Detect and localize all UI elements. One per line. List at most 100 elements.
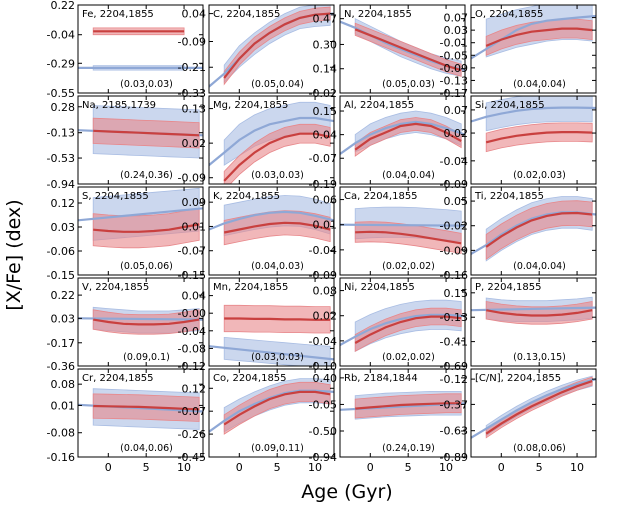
y-tick-label: 0.01 — [313, 219, 338, 232]
panel-4: 0.28 -0.13 -0.53 -0.94 Na, 2185,1739 (0.24,0.… — [47, 95, 204, 191]
blue-line — [471, 306, 596, 312]
panel-title: Mg, 2204,1855 — [213, 100, 288, 111]
y-tick-label: -0.63 — [440, 425, 468, 438]
panel-18: 0 5 10 0.40 -0.05 -0.50 -0.94 Rb, 2184,1844 (0.2… — [309, 368, 466, 474]
y-tick-label: 0.01 — [51, 399, 76, 412]
y-tick-label: -0.09 — [309, 269, 337, 282]
panel-scatter-label: (0.04,0.04) — [513, 261, 566, 272]
panel-title: Fe, 2204,1855 — [82, 9, 154, 20]
panel-scatter-label: (0.05,0.06) — [120, 261, 173, 272]
y-tick-label: -0.16 — [47, 451, 75, 464]
panel-frame — [208, 95, 335, 185]
y-tick-label: -0.10 — [309, 360, 337, 373]
panel-plot-area — [78, 187, 203, 249]
y-tick-label: -0.00 — [178, 307, 206, 320]
panel-6: 0.15 0.04 -0.07 -0.19 Al, 2204,1855 (0.04,0.0… — [309, 95, 466, 191]
y-tick-label: -0.50 — [309, 425, 337, 438]
panel-scatter-label: (0.04,0.03) — [251, 261, 304, 272]
y-tick-label: 0.03 — [51, 221, 76, 234]
panel-7: 0.07 0.02 -0.04 -0.09 Si, 2204,1855 (0.02,0.0… — [440, 95, 597, 191]
panel-16: 0 5 10 0.08 0.01 -0.08 -0.16 Cr, 2204,1855 (0.04… — [47, 368, 204, 474]
panel-scatter-label: (0.04,0.04) — [382, 170, 435, 181]
panel-title: Cr, 2204,1855 — [82, 373, 154, 384]
panel-frame — [77, 186, 204, 276]
y-tick-label: -0.15 — [47, 269, 75, 282]
panel-title: Ti, 2204,1855 — [474, 191, 544, 202]
x-tick-label: 10 — [439, 461, 453, 474]
red-line — [485, 131, 593, 144]
red-band — [354, 221, 462, 254]
y-tick-label: -0.13 — [440, 74, 468, 87]
panel-frame — [339, 4, 466, 94]
panel-frame — [470, 186, 597, 276]
y-tick-label: 0.08 — [51, 378, 76, 391]
y-tick-label: 0.47 — [313, 13, 338, 26]
y-tick-label: 0.15 — [313, 105, 338, 118]
panel-19: 0 5 10 -0.12 -0.37 -0.63 -0.89 [C/N], 2204,1855… — [440, 368, 597, 474]
panel-scatter-label: (0.09,0.1) — [123, 352, 170, 363]
y-tick-label: -0.17 — [47, 337, 75, 350]
red-line — [93, 223, 200, 233]
panel-scatter-label: (0.08,0.06) — [513, 443, 566, 454]
panel-scatter-label: (0.05,0.04) — [251, 79, 304, 90]
panel-3: 0.070.03-0.01-0.05-0.09-0.13-0.17 O, 2204… — [440, 4, 597, 100]
panel-scatter-label: (0.05,0.03) — [382, 79, 435, 90]
x-tick-label: 0 — [105, 461, 112, 474]
y-tick-label: -0.53 — [47, 152, 75, 165]
y-tick-label: 0.02 — [182, 137, 207, 150]
red-line — [355, 230, 462, 245]
blue-line — [471, 378, 596, 439]
panel-frame — [470, 368, 597, 458]
y-tick-label: -0.29 — [47, 57, 75, 70]
y-tick-label: 0.03 — [444, 24, 469, 37]
y-tick-label: -0.45 — [178, 451, 206, 464]
red-band — [223, 381, 331, 435]
panel-scatter-label: (0.09,0.11) — [251, 443, 304, 454]
x-tick-label: 0 — [236, 461, 243, 474]
panel-scatter-label: (0.03,0.03) — [251, 352, 304, 363]
y-tick-label: -0.09 — [440, 62, 468, 75]
panel-plot-area — [209, 304, 334, 366]
y-tick-label: -0.13 — [47, 127, 75, 140]
panel-grid: 0.22 -0.04 -0.29 -0.55 Fe, 2204,1855 (0.03,0.… — [47, 0, 597, 474]
panel-scatter-label: (0.03,0.03) — [120, 79, 173, 90]
y-tick-label: -0.09 — [440, 244, 468, 257]
panel-scatter-label: (0.02,0.02) — [382, 261, 435, 272]
panel-1: 0.04 -0.09 -0.21 -0.33 C, 2204,1855 (0.05,0.0… — [178, 4, 335, 100]
y-tick-label: -0.09 — [440, 178, 468, 191]
y-tick-label: -0.04 — [309, 244, 337, 257]
x-tick-label: 10 — [570, 461, 584, 474]
panel-title: Mn, 2204,1855 — [213, 282, 288, 293]
y-tick-label: -0.36 — [47, 360, 75, 373]
y-tick-label: 0.28 — [51, 101, 76, 114]
panel-title: Rb, 2184,1844 — [344, 373, 418, 384]
panel-scatter-label: (0.02,0.03) — [513, 170, 566, 181]
panel-plot-area — [340, 18, 465, 77]
panel-scatter-label: (0.24,0.19) — [382, 443, 435, 454]
x-tick-label: 5 — [536, 461, 543, 474]
y-tick-label: 0.02 — [444, 127, 469, 140]
red-band — [485, 200, 593, 260]
y-tick-label: 0.40 — [313, 372, 338, 385]
panel-frame — [77, 4, 204, 94]
panel-frame — [208, 368, 335, 458]
panel-scatter-label: (0.24,0.36) — [120, 170, 173, 181]
panel-plot-area — [209, 5, 334, 88]
y-tick-label: -0.09 — [178, 172, 206, 185]
panel-frame — [208, 277, 335, 367]
panel-8: 0.12 0.03 -0.06 -0.15 S, 2204,1855 (0.05,0.06… — [47, 186, 204, 282]
panel-plot-area — [78, 306, 203, 335]
panel-title: Si, 2204,1855 — [475, 100, 545, 111]
panel-frame — [470, 4, 597, 94]
y-tick-label: 0.03 — [51, 312, 76, 325]
y-tick-label: -0.15 — [178, 269, 206, 282]
y-tick-label: 0.30 — [313, 38, 338, 51]
y-tick-label: 0.01 — [182, 220, 207, 233]
panel-scatter-label: (0.13,0.15) — [513, 352, 566, 363]
red-line — [485, 211, 593, 248]
panel-12: 0.22 0.03 -0.17 -0.36 V, 2204,1855 (0.09,0.1) — [47, 277, 204, 373]
panel-frame — [208, 4, 335, 94]
y-tick-label: -0.94 — [309, 451, 337, 464]
panel-plot-area — [78, 388, 203, 430]
blue-line — [340, 120, 465, 155]
